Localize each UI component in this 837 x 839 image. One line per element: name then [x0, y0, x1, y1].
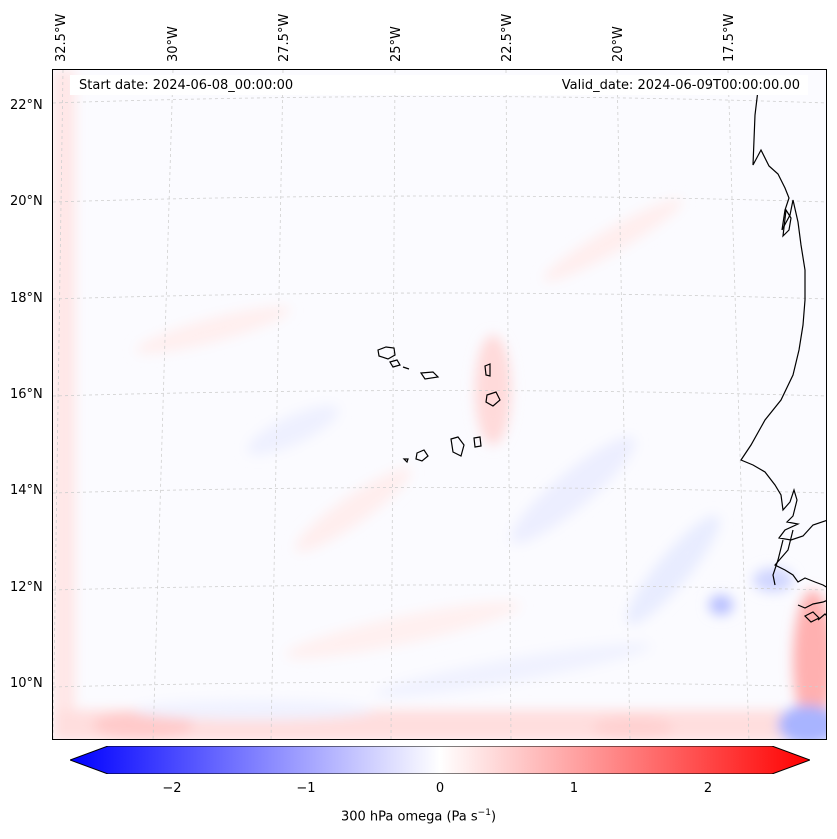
colorbar-tick-label: 0 — [435, 781, 445, 796]
colorbar-tick-label: 2 — [703, 781, 713, 796]
african-coastline — [740, 89, 826, 623]
omega-patches — [53, 70, 826, 739]
colorbar-tick-label: −1 — [296, 781, 316, 796]
lat-label: 10°N — [10, 676, 43, 691]
lon-label: 17.5°W — [722, 13, 737, 62]
lon-label: 27.5°W — [277, 13, 292, 62]
gridlines — [53, 70, 826, 739]
colorbar-title: 300 hPa omega (Pa s−1) — [340, 808, 497, 825]
lat-label: 20°N — [10, 194, 43, 209]
date-strip — [70, 75, 808, 95]
colorbar-tick-label: 1 — [569, 781, 579, 796]
lat-label: 12°N — [10, 580, 43, 595]
lat-label: 14°N — [10, 483, 43, 498]
colorbar-tick-label: −2 — [162, 781, 182, 796]
lat-label: 16°N — [10, 387, 43, 402]
lon-label: 30°W — [166, 26, 181, 62]
lat-label: 22°N — [10, 98, 43, 113]
lon-label: 20°W — [611, 26, 626, 62]
colorbar-svg — [68, 745, 812, 775]
start-date: Start date: 2024-06-08_00:00:00 — [79, 78, 294, 93]
lat-label: 18°N — [10, 291, 43, 306]
colorbar — [68, 745, 812, 775]
valid-date: Valid_date: 2024-06-09T00:00:00.00 — [561, 78, 800, 93]
lon-label: 25°W — [389, 26, 404, 62]
cape-verde-islands — [377, 346, 501, 464]
map-panel — [52, 69, 827, 740]
lon-label: 22.5°W — [500, 13, 515, 62]
lon-label: 32.5°W — [54, 13, 69, 62]
omega-field — [53, 70, 826, 739]
